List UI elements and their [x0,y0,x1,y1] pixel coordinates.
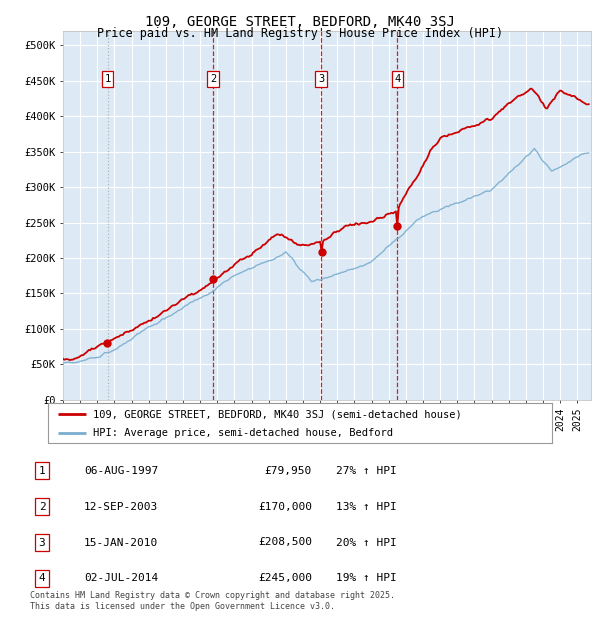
Text: 12-SEP-2003: 12-SEP-2003 [84,502,158,512]
Text: 20% ↑ HPI: 20% ↑ HPI [336,538,397,547]
Text: Contains HM Land Registry data © Crown copyright and database right 2025.
This d: Contains HM Land Registry data © Crown c… [30,591,395,611]
Text: 06-AUG-1997: 06-AUG-1997 [84,466,158,476]
Text: £170,000: £170,000 [258,502,312,512]
Text: 27% ↑ HPI: 27% ↑ HPI [336,466,397,476]
Text: 1: 1 [38,466,46,476]
Text: 4: 4 [38,574,46,583]
Text: 19% ↑ HPI: 19% ↑ HPI [336,574,397,583]
Text: 3: 3 [38,538,46,547]
Text: £79,950: £79,950 [265,466,312,476]
Text: 15-JAN-2010: 15-JAN-2010 [84,538,158,547]
Text: Price paid vs. HM Land Registry's House Price Index (HPI): Price paid vs. HM Land Registry's House … [97,27,503,40]
Text: 02-JUL-2014: 02-JUL-2014 [84,574,158,583]
Text: £208,500: £208,500 [258,538,312,547]
Text: 2: 2 [38,502,46,512]
Text: £245,000: £245,000 [258,574,312,583]
Text: 4: 4 [394,74,400,84]
Text: 3: 3 [318,74,324,84]
Text: 109, GEORGE STREET, BEDFORD, MK40 3SJ: 109, GEORGE STREET, BEDFORD, MK40 3SJ [145,16,455,30]
Text: 1: 1 [104,74,110,84]
Text: 2: 2 [210,74,216,84]
Text: HPI: Average price, semi-detached house, Bedford: HPI: Average price, semi-detached house,… [94,428,394,438]
Text: 109, GEORGE STREET, BEDFORD, MK40 3SJ (semi-detached house): 109, GEORGE STREET, BEDFORD, MK40 3SJ (s… [94,409,462,419]
Text: 13% ↑ HPI: 13% ↑ HPI [336,502,397,512]
